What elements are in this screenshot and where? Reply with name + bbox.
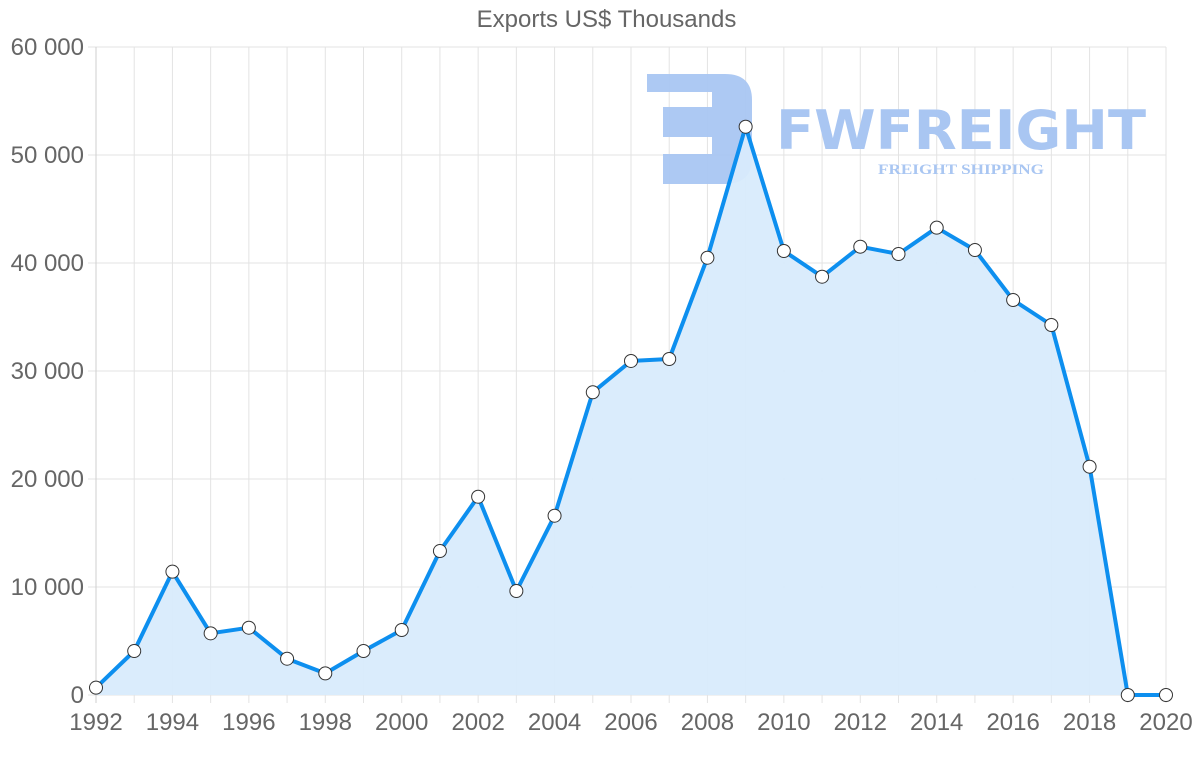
- data-point-2016[interactable]: [1006, 293, 1021, 308]
- data-point-2004[interactable]: [547, 508, 562, 523]
- data-point-2015[interactable]: [967, 243, 982, 258]
- watermark-tagline: FREIGHT SHIPPING: [878, 162, 1044, 178]
- data-point-2003[interactable]: [509, 583, 524, 598]
- x-tick-label: 1992: [69, 709, 122, 736]
- data-point-1999[interactable]: [356, 644, 371, 659]
- y-axis: 0 10 000 20 000 30 000 40 000 50 000 60 000: [11, 34, 84, 709]
- chart-title: Exports US$ Thousands: [476, 6, 737, 33]
- data-point-1997[interactable]: [280, 651, 295, 666]
- y-tick-label: 60 000: [11, 34, 84, 61]
- data-point-1998[interactable]: [318, 666, 333, 681]
- x-tick-label: 1998: [299, 709, 352, 736]
- watermark-logo: FWFREIGHT FREIGHT SHIPPING: [647, 74, 1146, 184]
- y-tick-label: 20 000: [11, 466, 84, 493]
- data-markers: [89, 119, 1173, 702]
- x-tick-label: 2012: [834, 709, 887, 736]
- data-point-1994[interactable]: [165, 564, 180, 579]
- x-tick-label: 1996: [222, 709, 275, 736]
- data-point-2008[interactable]: [700, 250, 715, 265]
- data-point-1995[interactable]: [203, 626, 218, 641]
- data-point-2002[interactable]: [471, 489, 486, 504]
- data-point-2009[interactable]: [738, 119, 753, 134]
- brand-logo-icon: [647, 74, 752, 184]
- x-axis: 1992 1994 1996 1998 2000 2002 2004 2006 2008 2010…: [69, 709, 1192, 736]
- data-point-2014[interactable]: [929, 220, 944, 235]
- data-point-2000[interactable]: [394, 622, 409, 637]
- x-tick-label: 2014: [910, 709, 963, 736]
- data-point-1993[interactable]: [127, 644, 142, 659]
- x-tick-label: 2010: [757, 709, 810, 736]
- x-tick-label: 1994: [146, 709, 199, 736]
- y-tick-label: 30 000: [11, 358, 84, 385]
- y-tick-label: 40 000: [11, 250, 84, 277]
- data-point-2001[interactable]: [432, 544, 447, 559]
- area-fill: [96, 126, 1166, 695]
- x-tick-label: 2016: [986, 709, 1039, 736]
- x-tick-label: 2000: [375, 709, 428, 736]
- data-point-2011[interactable]: [815, 269, 830, 284]
- data-point-2020[interactable]: [1159, 688, 1173, 702]
- y-tick-label: 10 000: [11, 574, 84, 601]
- x-tick-label: 2002: [451, 709, 504, 736]
- data-point-2012[interactable]: [853, 239, 868, 254]
- data-point-2019[interactable]: [1120, 688, 1135, 702]
- x-tick-label: 2008: [681, 709, 734, 736]
- watermark-brand: FWFREIGHT: [776, 99, 1146, 162]
- data-point-2013[interactable]: [891, 247, 906, 262]
- x-tick-label: 2018: [1063, 709, 1116, 736]
- x-tick-label: 2006: [604, 709, 657, 736]
- y-tick-label: 50 000: [11, 142, 84, 169]
- data-point-2007[interactable]: [662, 352, 677, 367]
- data-point-2005[interactable]: [585, 385, 600, 400]
- x-tick-label: 2020: [1139, 709, 1192, 736]
- data-point-1992[interactable]: [89, 680, 103, 695]
- data-point-2017[interactable]: [1044, 317, 1059, 332]
- data-point-1996[interactable]: [241, 620, 256, 635]
- data-point-2006[interactable]: [624, 353, 638, 368]
- data-point-2010[interactable]: [776, 244, 791, 259]
- data-point-2018[interactable]: [1082, 459, 1097, 474]
- x-tick-label: 2004: [528, 709, 581, 736]
- y-tick-label: 0: [71, 682, 84, 709]
